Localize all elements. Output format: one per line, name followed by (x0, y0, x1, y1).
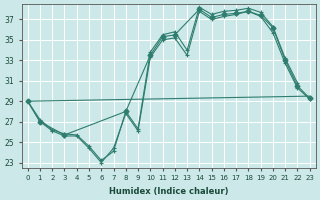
X-axis label: Humidex (Indice chaleur): Humidex (Indice chaleur) (109, 187, 228, 196)
